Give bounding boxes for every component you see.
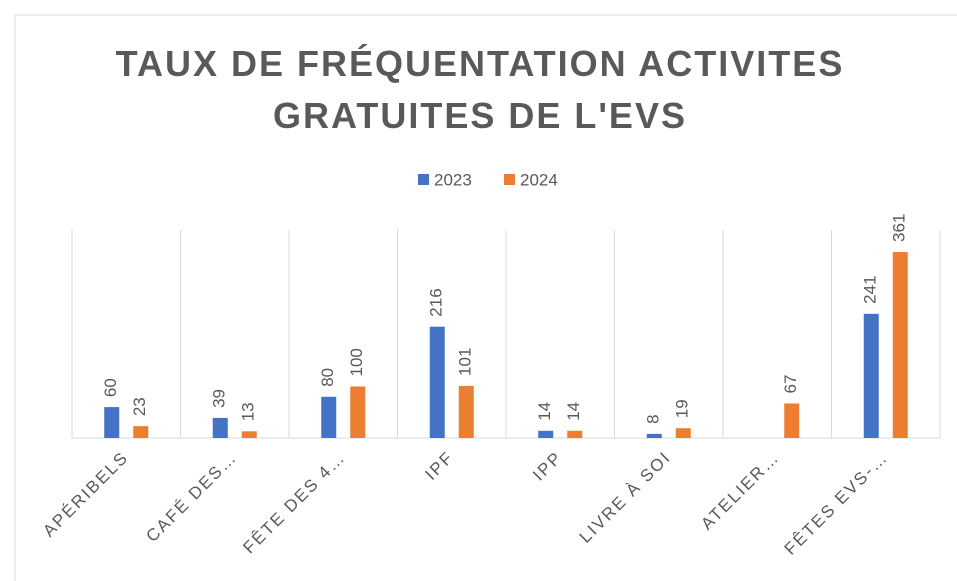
legend-swatch [504,174,515,185]
x-tick-label: IPF [421,448,457,484]
data-label: 39 [210,389,229,408]
bar [212,417,228,438]
x-tick-label: IPP [529,448,566,485]
data-label: 80 [318,368,337,387]
data-label: 13 [239,402,258,421]
bar [675,428,691,438]
bar [538,430,554,438]
x-tick-label: CAFÉ DES… [142,448,240,546]
legend-swatch [418,174,429,185]
x-tick-label: ATELIER… [697,448,783,534]
data-label: 100 [347,348,366,376]
data-label: 14 [564,402,583,421]
data-label: 23 [130,397,149,416]
data-label: 101 [456,348,475,376]
chart-title: TAUX DE FRÉQUENTATION ACTIVITES GRATUITE… [115,43,845,136]
data-label: 361 [890,214,909,242]
data-label: 216 [427,288,446,316]
bar [104,407,120,438]
data-label: 60 [101,378,120,397]
bar [429,326,445,438]
x-tick-label: LIVRE À SOI [576,448,675,547]
bar [863,313,879,438]
bar [892,252,908,438]
data-label: 19 [673,399,692,418]
bar [458,385,474,438]
x-tick-label: APÉRIBELS [39,448,132,541]
bar [350,386,366,438]
legend-label: 2024 [520,170,558,189]
data-label: 241 [861,275,880,303]
bar [321,396,337,438]
chart-border [14,14,957,581]
x-tick-label: FÊTE DES 4… [239,448,349,558]
legend-label: 2023 [434,170,472,189]
data-label: 8 [644,414,663,423]
bar [567,430,583,438]
data-label: 67 [781,375,800,394]
data-label: 14 [535,402,554,421]
bar [133,426,149,438]
bar [241,431,257,438]
bar [784,403,800,438]
bar [646,433,662,438]
x-tick-label: FÊTES EVS-… [781,448,892,559]
